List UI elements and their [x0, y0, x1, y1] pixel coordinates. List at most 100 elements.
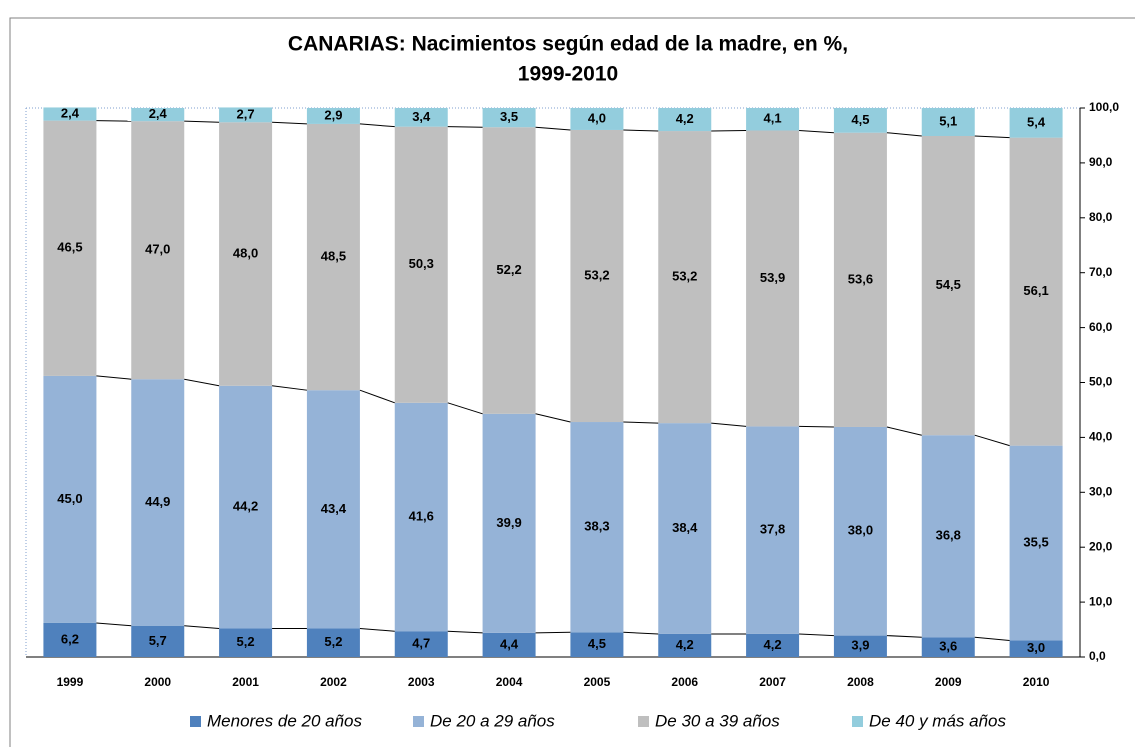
series-line [623, 421, 659, 424]
y-tick-label: 80,0 [1089, 210, 1113, 224]
x-tick-label: 2001 [232, 675, 259, 689]
legend-swatch [852, 716, 863, 727]
data-label: 4,1 [764, 111, 782, 126]
series-line [799, 130, 834, 134]
bar-segment [219, 385, 273, 629]
legend-label: De 40 y más años [869, 711, 1007, 730]
series-line [799, 633, 834, 637]
bar-segment [1009, 108, 1063, 138]
bar-segment [746, 426, 800, 634]
data-label: 37,8 [760, 522, 785, 537]
data-label: 4,4 [500, 636, 519, 651]
series-line [711, 422, 747, 427]
bar-segment [570, 632, 624, 657]
data-label: 2,4 [61, 105, 80, 120]
data-label: 5,4 [1027, 114, 1046, 129]
bar-segment [482, 127, 536, 414]
data-label: 3,4 [412, 109, 431, 124]
series-line [974, 636, 1010, 642]
data-label: 3,9 [851, 638, 869, 653]
data-label: 38,0 [848, 523, 873, 538]
data-label: 38,4 [672, 520, 698, 535]
bar-segment [746, 130, 800, 427]
series-line [184, 120, 220, 123]
bar-segment [306, 390, 360, 629]
bar-segment [482, 108, 536, 128]
series-line [886, 426, 922, 436]
data-label: 41,6 [409, 508, 434, 523]
bar-segment [219, 122, 273, 386]
bar-segment [43, 120, 97, 376]
series-line [96, 375, 132, 380]
data-label: 4,0 [588, 110, 606, 125]
data-label: 5,2 [237, 634, 255, 649]
data-label: 35,5 [1023, 535, 1048, 550]
x-tick-label: 2010 [1023, 675, 1050, 689]
series-line [447, 402, 483, 415]
data-label: 52,2 [496, 262, 521, 277]
x-tick-label: 2007 [759, 675, 786, 689]
data-label: 38,3 [584, 519, 609, 534]
data-label: 4,2 [676, 637, 694, 652]
series-line [359, 389, 395, 404]
series-line [623, 631, 659, 635]
y-tick-label: 20,0 [1089, 539, 1113, 553]
data-label: 4,7 [412, 636, 430, 651]
x-tick-label: 2009 [935, 675, 962, 689]
series-line [974, 434, 1010, 447]
x-tick-label: 2008 [847, 675, 874, 689]
data-label: 2,9 [324, 107, 342, 122]
bar-segment [131, 625, 185, 657]
series-line [184, 625, 220, 629]
bar-segment [306, 108, 360, 124]
bar-segment [482, 413, 536, 633]
series-line [447, 126, 483, 128]
y-tick-label: 10,0 [1089, 594, 1113, 608]
data-label: 2,4 [149, 106, 168, 121]
data-label: 50,3 [409, 256, 434, 271]
chart-title: CANARIAS: Nacimientos según edad de la m… [288, 33, 848, 56]
bar-segment [833, 108, 887, 133]
series-line [272, 385, 307, 391]
bar-segment [921, 637, 975, 657]
bar-segment [658, 633, 712, 657]
bar-segment [658, 131, 712, 424]
legend-swatch [638, 716, 649, 727]
legend-label: De 20 a 29 años [430, 711, 555, 730]
data-label: 45,0 [57, 491, 82, 506]
data-label: 48,5 [321, 248, 346, 263]
y-tick-label: 30,0 [1089, 484, 1113, 498]
legend-swatch [413, 716, 424, 727]
bar-segment [1009, 445, 1063, 641]
bar-segment [131, 121, 185, 380]
series-line [623, 129, 659, 132]
data-label: 2,7 [237, 106, 255, 121]
y-tick-label: 100,0 [1089, 100, 1119, 114]
data-label: 39,9 [496, 515, 521, 530]
data-label: 53,2 [672, 269, 697, 284]
legend-swatch [190, 716, 201, 727]
data-label: 3,5 [500, 109, 518, 124]
y-tick-label: 60,0 [1089, 320, 1113, 334]
series-line [886, 132, 922, 137]
series-line [974, 135, 1010, 139]
x-tick-label: 2004 [496, 675, 523, 689]
series-line [799, 425, 834, 428]
bar-segment [570, 108, 624, 130]
legend-label: Menores de 20 años [207, 711, 362, 730]
y-tick-label: 0,0 [1089, 649, 1106, 663]
bar-segment [921, 108, 975, 136]
x-tick-label: 2000 [144, 675, 171, 689]
data-label: 3,6 [939, 639, 957, 654]
bar-segment [746, 633, 800, 657]
data-label: 4,2 [764, 637, 782, 652]
bar-segment [570, 129, 624, 423]
series-line [535, 126, 571, 131]
data-label: 53,2 [584, 267, 609, 282]
data-label: 6,2 [61, 631, 79, 646]
x-tick-label: 2005 [584, 675, 611, 689]
legend-label: De 30 a 39 años [655, 711, 780, 730]
data-label: 4,5 [588, 636, 606, 651]
bar-segment [1009, 137, 1063, 446]
